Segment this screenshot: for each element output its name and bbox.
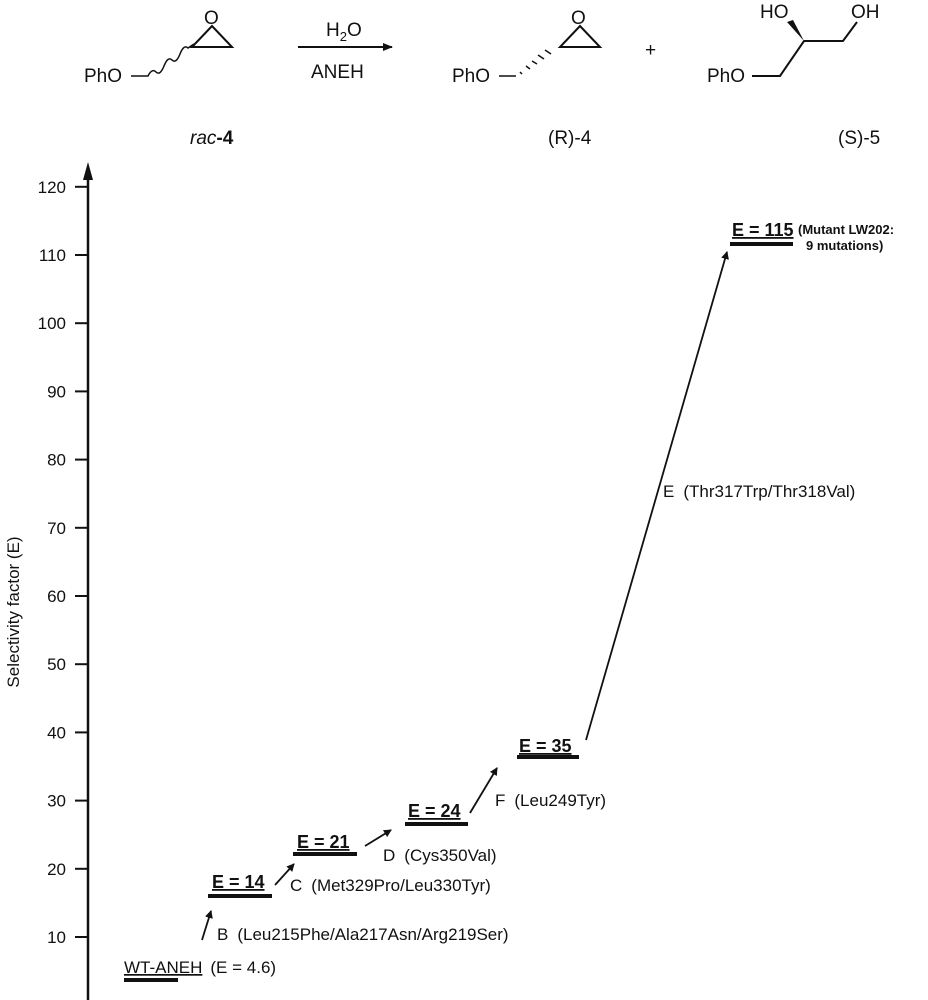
step-arrow: [469, 767, 498, 814]
y-axis: 10 20 30 40 50 60 70 80 90 100 110 120 Selectivity …: [4, 162, 93, 1000]
step-label: C (Met329Pro/Leu330Tyr): [290, 876, 491, 895]
step-label: F (Leu249Tyr): [495, 791, 606, 810]
y-tick-label: 120: [38, 178, 66, 197]
axis-arrowhead-icon: [83, 162, 93, 180]
step-C: C (Met329Pro/Leu330Tyr): [274, 863, 491, 895]
final-note-line2: 9 mutations): [806, 238, 883, 253]
plus-sign: +: [645, 40, 656, 61]
step-arrow: [201, 910, 213, 941]
y-tick-label: 50: [47, 655, 66, 674]
level-C: E = 21: [293, 832, 357, 856]
step-B: B (Leu215Phe/Ala217Asn/Arg219Ser): [201, 910, 509, 944]
y-tick-label: 40: [47, 723, 66, 742]
y-tick-label: 10: [47, 928, 66, 947]
level-E: E = 115: [730, 220, 794, 246]
rac-4-label: rac-4: [190, 128, 234, 149]
oxygen-label: O: [204, 8, 219, 29]
y-tick-label: 90: [47, 382, 66, 401]
level-label: E = 35: [519, 736, 572, 756]
hashed-bond: [519, 49, 552, 75]
step-F: F (Leu249Tyr): [469, 767, 606, 814]
step-D: D (Cys350Val): [364, 829, 497, 865]
final-note-line1: (Mutant LW202:: [798, 222, 894, 237]
y-tick-label: 100: [38, 314, 66, 333]
y-tick-label: 20: [47, 860, 66, 879]
ho-label: HO: [760, 2, 789, 23]
s-5-label: (S)-5: [838, 128, 880, 149]
reagent-water: H2O: [326, 20, 362, 44]
y-tick-label: 30: [47, 792, 66, 811]
y-tick-label: 70: [47, 519, 66, 538]
level-label: WT-ANEH (E = 4.6): [124, 958, 276, 977]
y-tick-label: 60: [47, 587, 66, 606]
step-arrow: [274, 863, 295, 886]
step-label: B (Leu215Phe/Ala217Asn/Arg219Ser): [217, 925, 509, 944]
oxygen-label: O: [571, 8, 586, 29]
rac-4-structure: PhO O: [84, 8, 235, 87]
step-arrow: [364, 829, 392, 847]
catalyst-label: ANEH: [311, 62, 364, 83]
level-label: E = 14: [212, 872, 265, 892]
r-4-label: (R)-4: [548, 128, 592, 149]
level-label: E = 21: [297, 832, 350, 852]
level-label: E = 115: [732, 220, 794, 240]
level-WT-ANEH: WT-ANEH (E = 4.6): [124, 958, 276, 982]
level-F: E = 35: [517, 736, 579, 759]
y-tick-label: 80: [47, 451, 66, 470]
reaction-scheme: PhO O H2O ANEH PhO O + PhO HO: [84, 2, 880, 149]
pho-label: PhO: [84, 66, 122, 87]
step-label: E (Thr317Trp/Thr318Val): [663, 482, 855, 501]
wedge-bond: [787, 20, 804, 41]
s-5-structure: PhO HO OH: [707, 2, 880, 87]
step-label: D (Cys350Val): [383, 846, 497, 865]
pho-label: PhO: [707, 66, 745, 87]
step-E: E (Thr317Trp/Thr318Val): [585, 251, 855, 741]
level-label: E = 24: [408, 801, 461, 821]
oh-label: OH: [851, 2, 880, 23]
level-B: E = 14: [208, 872, 272, 898]
level-D: E = 24: [405, 801, 468, 826]
r-4-structure: PhO O: [452, 8, 603, 87]
wavy-bond: [131, 43, 195, 77]
step-arrow: [585, 251, 729, 741]
y-tick-label: 110: [39, 246, 66, 265]
reaction-arrow: H2O ANEH: [298, 20, 393, 83]
epoxide-ring: [189, 24, 235, 48]
pho-label: PhO: [452, 66, 490, 87]
y-axis-label: Selectivity factor (E): [4, 536, 23, 687]
